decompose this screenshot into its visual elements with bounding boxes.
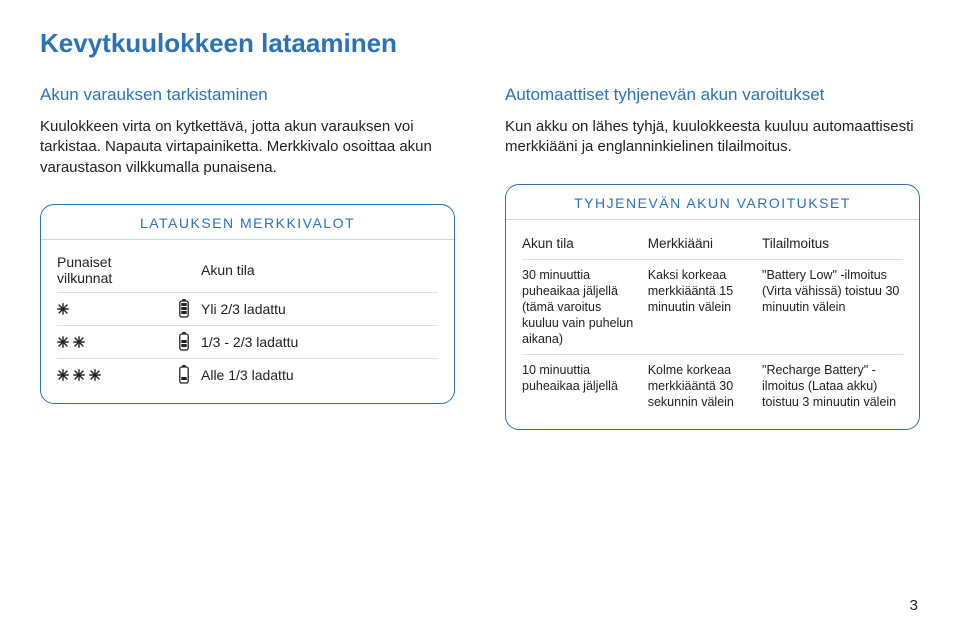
- right-body-text: Kun akku on lähes tyhjä, kuulokkeesta ku…: [505, 117, 920, 158]
- flash-indicator: [57, 336, 167, 348]
- charge-table-row: 1/3 - 2/3 ladattu: [57, 326, 438, 359]
- left-section-title: Akun varauksen tarkistaminen: [40, 85, 455, 105]
- charge-box-title: LATAUKSEN MERKKIVALOT: [41, 205, 454, 240]
- battery-level-icon: [167, 365, 201, 385]
- two-column-layout: Akun varauksen tarkistaminen Kuulokkeen …: [40, 85, 920, 430]
- charge-row-label: Yli 2/3 ladattu: [201, 301, 438, 317]
- left-body-text: Kuulokkeen virta on kytkettävä, jotta ak…: [40, 117, 455, 178]
- page-number: 3: [910, 597, 918, 614]
- charge-table-header: Punaiset vilkunnat Akun tila: [57, 248, 438, 293]
- warning-announce: "Battery Low" -ilmoitus (Virta vähissä) …: [762, 267, 903, 347]
- right-column: Automaattiset tyhjenevän akun varoitukse…: [505, 85, 920, 430]
- page-title: Kevytkuulokkeen lataaminen: [40, 28, 920, 59]
- battery-level-icon: [167, 332, 201, 352]
- warning-tone: Kolme korkeaa merkkiääntä 30 sekunnin vä…: [648, 362, 762, 410]
- flash-icon: [89, 369, 101, 381]
- charge-table-row: Alle 1/3 ladattu: [57, 359, 438, 391]
- warning-announce: "Recharge Battery" -ilmoitus (Lataa akku…: [762, 362, 903, 410]
- flash-indicator: [57, 303, 167, 315]
- charge-row-label: 1/3 - 2/3 ladattu: [201, 334, 438, 350]
- warning-tone: Kaksi korkeaa merkkiääntä 15 minuutin vä…: [648, 267, 762, 347]
- charge-header-flashes: Punaiset vilkunnat: [57, 254, 167, 286]
- charge-indicator-box: LATAUKSEN MERKKIVALOT Punaiset vilkunnat…: [40, 204, 455, 404]
- left-column: Akun varauksen tarkistaminen Kuulokkeen …: [40, 85, 455, 430]
- warning-header-state: Akun tila: [522, 235, 648, 252]
- charge-header-state: Akun tila: [201, 262, 438, 278]
- warning-state: 10 minuuttia puheaikaa jäljellä: [522, 362, 648, 410]
- charge-table-row: Yli 2/3 ladattu: [57, 293, 438, 326]
- warning-table-row: 30 minuuttia puheaikaa jäljellä (tämä va…: [522, 260, 903, 355]
- warning-header-tone: Merkkiääni: [648, 235, 762, 252]
- right-section-title: Automaattiset tyhjenevän akun varoitukse…: [505, 85, 920, 105]
- battery-level-icon: [167, 299, 201, 319]
- charge-box-body: Punaiset vilkunnat Akun tila Yli 2/3 lad…: [41, 240, 454, 403]
- flash-icon: [57, 303, 69, 315]
- battery-icon: [178, 332, 190, 352]
- flash-icon: [57, 336, 69, 348]
- low-battery-box-title: TYHJENEVÄN AKUN VAROITUKSET: [506, 185, 919, 220]
- warning-table-header: Akun tila Merkkiääni Tilailmoitus: [522, 228, 903, 260]
- flash-icon: [73, 336, 85, 348]
- warning-state: 30 minuuttia puheaikaa jäljellä (tämä va…: [522, 267, 648, 347]
- charge-row-label: Alle 1/3 ladattu: [201, 367, 438, 383]
- flash-indicator: [57, 369, 167, 381]
- warning-table-row: 10 minuuttia puheaikaa jäljellä Kolme ko…: [522, 355, 903, 417]
- low-battery-box: TYHJENEVÄN AKUN VAROITUKSET Akun tila Me…: [505, 184, 920, 430]
- warning-header-announce: Tilailmoitus: [762, 235, 903, 252]
- flash-icon: [73, 369, 85, 381]
- battery-icon: [178, 365, 190, 385]
- flash-icon: [57, 369, 69, 381]
- low-battery-box-body: Akun tila Merkkiääni Tilailmoitus 30 min…: [506, 220, 919, 429]
- battery-icon: [178, 299, 190, 319]
